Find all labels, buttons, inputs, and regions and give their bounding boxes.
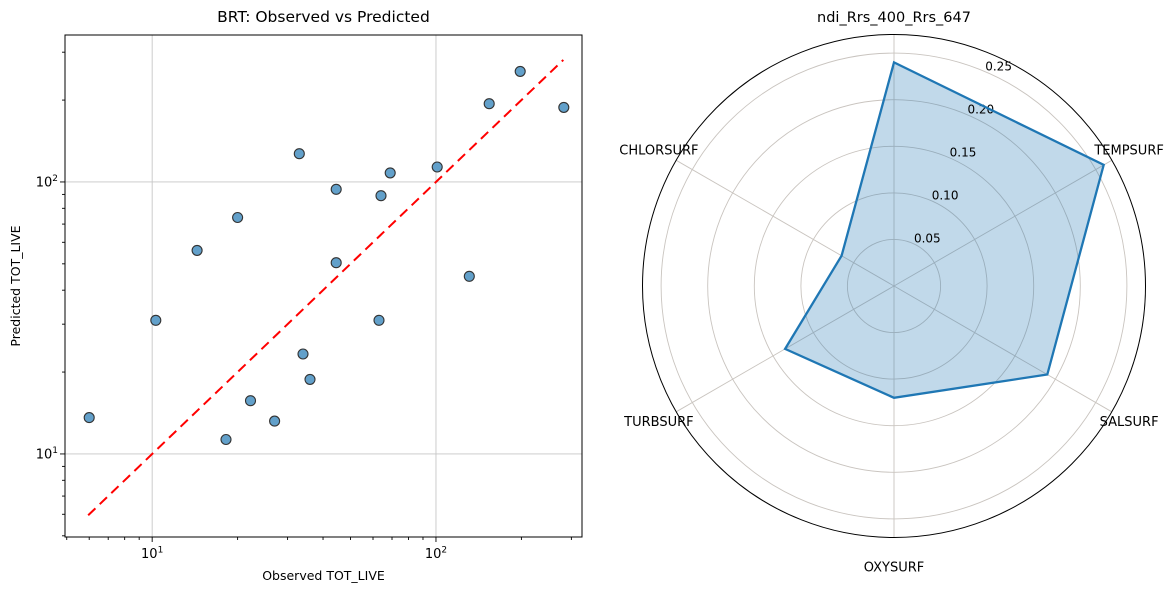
radar-axis-label: CHLORSURF (619, 143, 698, 158)
radar-polygon-outline (783, 60, 1106, 399)
y-axis-label: Predicted TOT_LIVE (8, 225, 23, 346)
scatter-point (375, 190, 387, 202)
y-tick-label: 102 (36, 174, 58, 191)
radar-spokes (675, 34, 1113, 538)
scatter-point (463, 270, 475, 282)
scatter-point (304, 373, 316, 385)
scatter-point (244, 395, 257, 407)
scatter-title: BRT: Observed vs Predicted (217, 8, 430, 26)
observed-vs-predicted-chart: 101 102 101 102 BRT: Observed vs Predicted Ob… (8, 8, 583, 583)
radar-outline (642, 34, 1146, 538)
radar-rtick-label: 0.25 (985, 59, 1012, 73)
identity-line (87, 59, 565, 516)
scatter-point (297, 348, 309, 360)
radar-axis-label: TEMPSURF (1093, 143, 1164, 158)
scatter-point (514, 65, 526, 77)
x-tick-label: 102 (425, 546, 447, 563)
scatter-point (558, 101, 570, 113)
scatter-point (220, 433, 232, 446)
scatter-point (191, 244, 203, 256)
radar-rtick-label: 0.10 (932, 188, 959, 202)
radar-axis-label: TURBSURF (623, 415, 693, 430)
x-tick-label: 101 (141, 546, 163, 563)
radar-title: ndi_Rrs_400_Rrs_647 (817, 10, 971, 26)
scatter-point (483, 98, 495, 110)
scatter-point (232, 211, 244, 224)
radar-rtick-label: 0.05 (914, 232, 941, 246)
radar-polygon-fill (785, 62, 1104, 398)
scatter-point (330, 257, 342, 269)
radar-chart: 0.05 0.10 0.15 0.20 0.25 ndi_Rrs_400_Rrs_647 T… (619, 10, 1164, 576)
scatter-point (330, 183, 342, 195)
y-tick-label: 101 (36, 446, 58, 463)
scatter-point (269, 415, 281, 427)
scatter-grid (65, 35, 582, 537)
radar-axis-label: OXYSURF (864, 561, 925, 576)
scatter-point (384, 167, 396, 179)
x-axis-label: Observed TOT_LIVE (262, 568, 385, 583)
scatter-point (293, 148, 305, 160)
scatter-point (150, 314, 162, 326)
radar-axis-label: SALSURF (1100, 415, 1159, 430)
radar-rtick-label: 0.15 (950, 145, 977, 159)
scatter-point (83, 412, 95, 424)
scatter-points (83, 65, 570, 446)
radar-rtick-label: 0.20 (967, 102, 994, 116)
scatter-point (431, 161, 443, 173)
plot-frame (64, 34, 583, 538)
scatter-point (373, 314, 385, 326)
radar-rtick-labels: 0.05 0.10 0.15 0.20 0.25 (914, 59, 1012, 245)
